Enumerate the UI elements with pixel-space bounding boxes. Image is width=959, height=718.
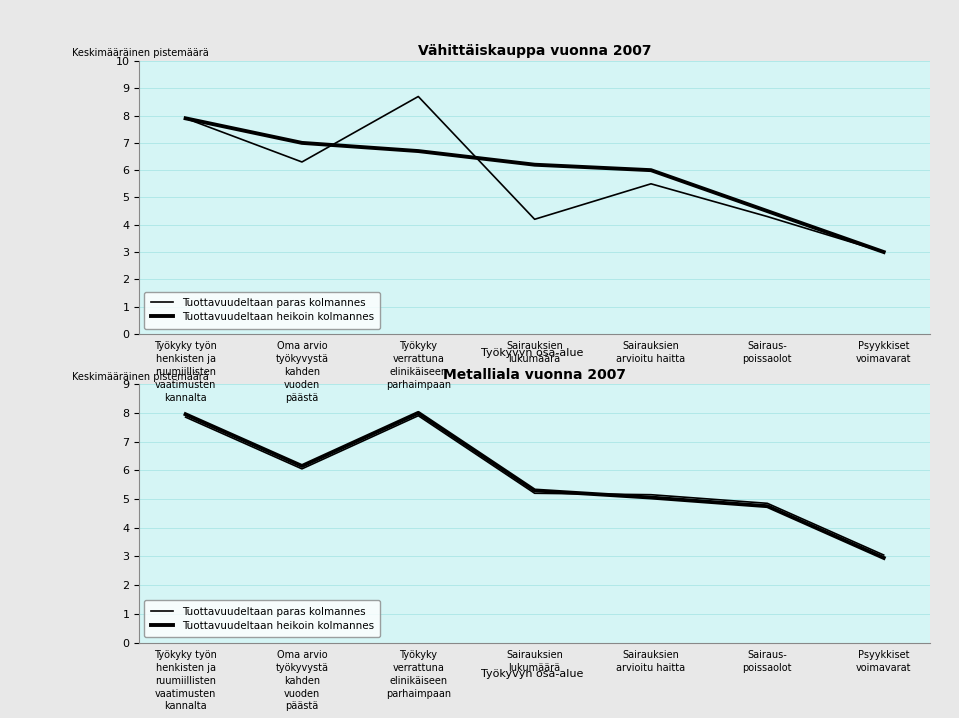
Text: henkisten ja: henkisten ja [155, 354, 216, 364]
Text: Psyykkiset: Psyykkiset [858, 650, 909, 660]
Text: kahden: kahden [284, 676, 320, 686]
Text: parhaimpaan: parhaimpaan [386, 380, 451, 390]
Title: Metalliala vuonna 2007: Metalliala vuonna 2007 [443, 368, 626, 381]
Text: Oma arvio: Oma arvio [276, 341, 327, 351]
Text: työkyvystä: työkyvystä [275, 663, 328, 673]
Tuottavuudeltaan paras kolmannes [761, 499, 773, 508]
Text: Työkyky: Työkyky [399, 650, 437, 660]
Text: Työkyky työn: Työkyky työn [154, 650, 217, 660]
Tuottavuudeltaan heikoin kolmannes [528, 160, 540, 169]
Text: vaatimusten: vaatimusten [155, 689, 217, 699]
Text: Sairauksien: Sairauksien [622, 341, 679, 351]
Text: Oma arvio: Oma arvio [276, 650, 327, 660]
Text: Sairaus-: Sairaus- [747, 650, 787, 660]
Text: Sairauksien: Sairauksien [506, 650, 563, 660]
Text: elinikäiseen: elinikäiseen [389, 676, 447, 686]
Text: arvioitu haitta: arvioitu haitta [617, 663, 686, 673]
Tuottavuudeltaan heikoin kolmannes [761, 207, 773, 215]
Line: Tuottavuudeltaan paras kolmannes: Tuottavuudeltaan paras kolmannes [186, 416, 883, 555]
Line: Tuottavuudeltaan paras kolmannes: Tuottavuudeltaan paras kolmannes [186, 96, 883, 252]
Tuottavuudeltaan heikoin kolmannes [645, 166, 657, 174]
Text: Työkyky: Työkyky [399, 341, 437, 351]
Text: kannalta: kannalta [164, 701, 207, 712]
Text: Psyykkiset: Psyykkiset [858, 341, 909, 351]
Text: ruumiillisten: ruumiillisten [155, 367, 216, 377]
Tuottavuudeltaan heikoin kolmannes [761, 502, 773, 510]
Tuottavuudeltaan paras kolmannes [296, 465, 308, 473]
Tuottavuudeltaan paras kolmannes [412, 411, 424, 420]
Tuottavuudeltaan paras kolmannes [877, 248, 889, 256]
Text: Työkyvyn osa-alue: Työkyvyn osa-alue [481, 348, 583, 358]
Tuottavuudeltaan heikoin kolmannes [296, 139, 308, 147]
Tuottavuudeltaan paras kolmannes [645, 490, 657, 499]
Tuottavuudeltaan heikoin kolmannes [877, 554, 889, 562]
Text: Työkyky työn: Työkyky työn [154, 341, 217, 351]
Tuottavuudeltaan paras kolmannes [528, 489, 540, 498]
Text: Sairauksien: Sairauksien [622, 650, 679, 660]
Text: työkyvystä: työkyvystä [275, 354, 328, 364]
Text: parhaimpaan: parhaimpaan [386, 689, 451, 699]
Text: vaatimusten: vaatimusten [155, 380, 217, 390]
Text: Keskimääräinen pistemäärä: Keskimääräinen pistemäärä [72, 371, 208, 381]
Text: voimavarat: voimavarat [856, 354, 911, 364]
Tuottavuudeltaan paras kolmannes [877, 551, 889, 559]
Text: kahden: kahden [284, 367, 320, 377]
Line: Tuottavuudeltaan heikoin kolmannes: Tuottavuudeltaan heikoin kolmannes [186, 118, 883, 252]
Tuottavuudeltaan heikoin kolmannes [180, 114, 192, 123]
Text: päästä: päästä [286, 393, 318, 403]
Tuottavuudeltaan paras kolmannes [528, 215, 540, 223]
Text: kannalta: kannalta [164, 393, 207, 403]
Text: poissaolot: poissaolot [742, 354, 792, 364]
Text: elinikäiseen: elinikäiseen [389, 367, 447, 377]
Tuottavuudeltaan paras kolmannes [180, 413, 192, 421]
Text: verrattuna: verrattuna [392, 354, 444, 364]
Text: päästä: päästä [286, 701, 318, 712]
Text: Työkyvyn osa-alue: Työkyvyn osa-alue [481, 669, 583, 679]
Text: ruumiillisten: ruumiillisten [155, 676, 216, 686]
Text: lukumäärä: lukumäärä [508, 354, 561, 364]
Legend: Tuottavuudeltaan paras kolmannes, Tuottavuudeltaan heikoin kolmannes: Tuottavuudeltaan paras kolmannes, Tuotta… [144, 292, 380, 329]
Text: Sairaus-: Sairaus- [747, 341, 787, 351]
Tuottavuudeltaan heikoin kolmannes [412, 146, 424, 155]
Tuottavuudeltaan paras kolmannes [180, 114, 192, 123]
Tuottavuudeltaan paras kolmannes [412, 92, 424, 101]
Text: Sairauksien: Sairauksien [506, 341, 563, 351]
Tuottavuudeltaan paras kolmannes [761, 213, 773, 221]
Tuottavuudeltaan paras kolmannes [296, 158, 308, 167]
Text: arvioitu haitta: arvioitu haitta [617, 354, 686, 364]
Tuottavuudeltaan heikoin kolmannes [528, 486, 540, 495]
Tuottavuudeltaan heikoin kolmannes [412, 409, 424, 417]
Text: voimavarat: voimavarat [856, 663, 911, 673]
Line: Tuottavuudeltaan heikoin kolmannes: Tuottavuudeltaan heikoin kolmannes [186, 413, 883, 558]
Text: vuoden: vuoden [284, 380, 320, 390]
Title: Vähittäiskauppa vuonna 2007: Vähittäiskauppa vuonna 2007 [418, 45, 651, 58]
Tuottavuudeltaan heikoin kolmannes [645, 493, 657, 502]
Text: vuoden: vuoden [284, 689, 320, 699]
Tuottavuudeltaan heikoin kolmannes [296, 462, 308, 470]
Text: lukumäärä: lukumäärä [508, 663, 561, 673]
Text: poissaolot: poissaolot [742, 663, 792, 673]
Text: Keskimääräinen pistemäärä: Keskimääräinen pistemäärä [72, 48, 208, 58]
Tuottavuudeltaan paras kolmannes [645, 180, 657, 188]
Text: verrattuna: verrattuna [392, 663, 444, 673]
Tuottavuudeltaan heikoin kolmannes [877, 248, 889, 256]
Text: henkisten ja: henkisten ja [155, 663, 216, 673]
Tuottavuudeltaan heikoin kolmannes [180, 410, 192, 419]
Legend: Tuottavuudeltaan paras kolmannes, Tuottavuudeltaan heikoin kolmannes: Tuottavuudeltaan paras kolmannes, Tuotta… [144, 600, 380, 638]
